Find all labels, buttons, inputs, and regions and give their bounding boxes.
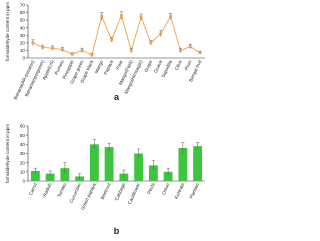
marker xyxy=(90,53,94,57)
x-tick-label: Pechi xyxy=(146,182,155,195)
x-tick-label: Cabbage xyxy=(114,182,127,201)
marker xyxy=(179,49,182,52)
bar xyxy=(148,165,158,181)
y-axis-label: formaldehyde content in ppm xyxy=(5,124,10,183)
y-tick-label: 30 xyxy=(20,33,26,38)
marker xyxy=(120,14,123,17)
x-tick-label: Plum xyxy=(184,59,193,71)
bar xyxy=(134,153,144,181)
figure: 0 10 20 30 40 50 60 70 formaldehyde content in p… xyxy=(5,2,205,236)
marker xyxy=(80,49,84,52)
x-tick-label: Cauliflower xyxy=(127,182,141,205)
x-tick-label: Grape xyxy=(143,59,153,73)
x-tick-label: Papaya xyxy=(103,59,114,76)
y-tick-label: 10 xyxy=(20,169,26,174)
x-tick-label: Tomato xyxy=(56,182,67,198)
panel-label: b xyxy=(114,226,120,236)
x-tick-label: Kohlrabi xyxy=(174,182,186,199)
bar xyxy=(178,148,188,181)
x-tick-label: Carrot xyxy=(28,182,38,196)
y-tick-label: 0 xyxy=(22,179,25,184)
marker xyxy=(70,52,74,56)
x-tick-label: Cucumber xyxy=(69,182,83,204)
marker xyxy=(51,46,54,50)
y-tick-label: 50 xyxy=(20,133,26,138)
marker xyxy=(198,51,202,55)
marker xyxy=(100,14,104,18)
marker xyxy=(129,49,133,52)
marker xyxy=(31,41,35,45)
marker xyxy=(110,38,113,42)
y-tick-label: 50 xyxy=(20,18,26,23)
x-tick-label: Beetroot xyxy=(100,182,112,201)
y-tick-label: 70 xyxy=(20,3,26,8)
y-tick-label: 40 xyxy=(20,25,26,30)
y-axis-label: formaldehyde content in ppm xyxy=(5,2,10,61)
x-tick-label: Onion xyxy=(161,182,171,196)
y-tick-label: 60 xyxy=(20,124,26,129)
y-tick-label: 30 xyxy=(20,151,26,156)
marker xyxy=(188,45,192,49)
marker xyxy=(149,41,153,45)
x-tick-label: Mango xyxy=(94,59,105,74)
bar xyxy=(30,170,40,181)
x-tick-label: Olive xyxy=(174,59,183,71)
panel-label: a xyxy=(114,92,120,102)
bar xyxy=(89,144,99,181)
x-tick-label: Pear xyxy=(115,59,124,70)
x-tick-label: Green papaya xyxy=(80,182,97,211)
marker xyxy=(169,14,172,18)
y-tick-label: 60 xyxy=(20,10,26,15)
bar xyxy=(45,173,55,181)
bar xyxy=(193,146,203,181)
x-tick-label: Pomelo xyxy=(54,59,65,76)
y-tick-label: 40 xyxy=(20,142,26,147)
marker xyxy=(139,15,143,19)
x-tick-label: Plantain xyxy=(188,182,200,200)
bar xyxy=(104,147,114,181)
y-tick-label: 20 xyxy=(20,160,26,165)
bar xyxy=(60,168,70,181)
line xyxy=(32,14,201,56)
bar xyxy=(119,173,129,181)
y-tick-label: 0 xyxy=(22,56,25,61)
x-tick-label: Radish xyxy=(42,182,53,197)
bar xyxy=(163,171,173,181)
marker xyxy=(41,46,45,49)
y-tick-label: 10 xyxy=(20,48,26,53)
marker xyxy=(61,48,64,52)
y-tick-label: 20 xyxy=(20,40,26,45)
x-tick-label: Guava xyxy=(153,59,163,74)
marker xyxy=(159,32,163,36)
